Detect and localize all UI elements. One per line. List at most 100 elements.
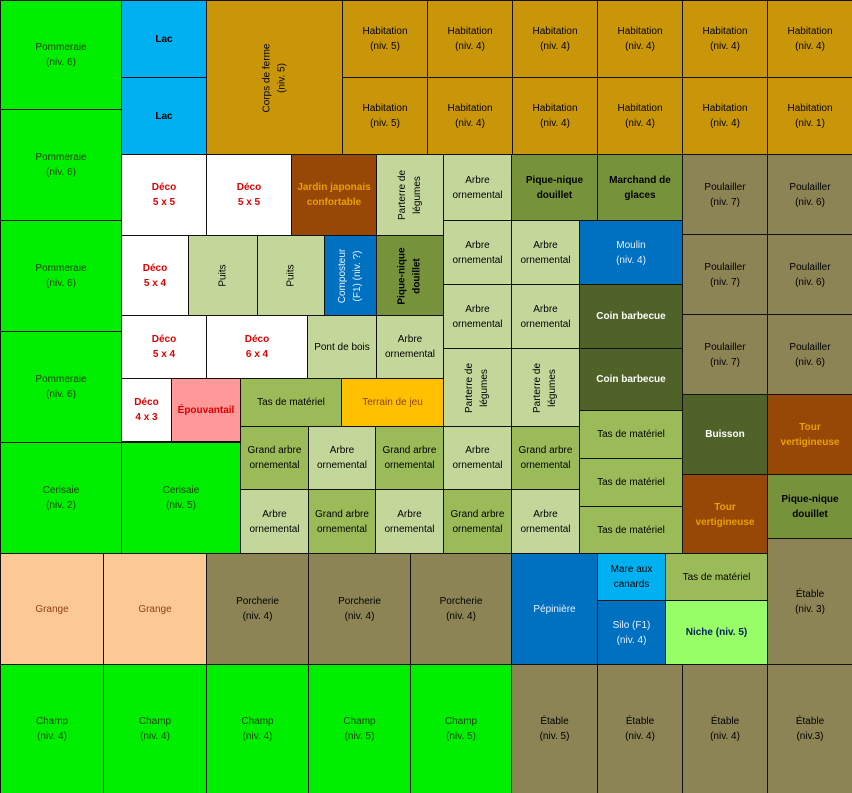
habitation-tile[interactable]: Habitation (niv. 4) <box>427 0 513 78</box>
tas-de-materiel-tile[interactable]: Tas de matériel <box>579 458 683 507</box>
tile-label: Poulailler (niv. 6) <box>789 261 831 288</box>
tas-de-materiel-tile[interactable]: Tas de matériel <box>240 378 342 427</box>
etable-tile[interactable]: Étable (niv. 4) <box>682 664 768 793</box>
jardin-japonais-confortable-tile[interactable]: Jardin japonais confortable <box>291 154 377 236</box>
puits-tile[interactable]: Puits <box>188 235 258 316</box>
champ-tile[interactable]: Champ (niv. 5) <box>308 664 411 793</box>
tile-label: Grand arbre ornemental <box>382 445 437 471</box>
pique-nique-douillet-tile[interactable]: Pique-nique douillet <box>511 154 598 221</box>
pommeraie-tile[interactable]: Pommeraie (niv. 6) <box>0 109 122 221</box>
arbre-ornemental-tile[interactable]: Arbre ornemental <box>511 220 580 285</box>
champ-tile[interactable]: Champ (niv. 5) <box>410 664 512 793</box>
pique-nique-douillet-tile[interactable]: Pique-nique douillet <box>767 474 852 539</box>
deco-5-x-4-tile[interactable]: Déco 5 x 4 <box>121 315 207 379</box>
lac-tile[interactable]: Lac <box>121 77 207 155</box>
tile-label: Composteur (F1) (niv. ?) <box>337 248 364 303</box>
grand-arbre-ornemental-tile[interactable]: Grand arbre ornemental <box>240 426 309 490</box>
deco-4-x-3-tile[interactable]: Déco 4 x 3 <box>121 378 172 442</box>
habitation-tile[interactable]: Habitation (niv. 4) <box>682 0 768 78</box>
tile-label: Habitation (niv. 5) <box>362 26 408 52</box>
grange-tile[interactable]: Grange <box>0 553 104 665</box>
deco-6-x-4-tile[interactable]: Déco 6 x 4 <box>206 315 308 379</box>
marchand-de-glaces-tile[interactable]: Marchand de glaces <box>597 154 683 221</box>
etable-tile[interactable]: Étable (niv. 4) <box>597 664 683 793</box>
grand-arbre-ornemental-tile[interactable]: Grand arbre ornemental <box>443 489 512 554</box>
habitation-tile[interactable]: Habitation (niv. 4) <box>767 0 852 78</box>
habitation-tile[interactable]: Habitation (niv. 4) <box>682 77 768 155</box>
grand-arbre-ornemental-tile[interactable]: Grand arbre ornemental <box>308 489 376 554</box>
grange-tile[interactable]: Grange <box>103 553 207 665</box>
buisson-tile[interactable]: Buisson <box>682 394 768 475</box>
parterre-de-legumes-tile[interactable]: Parterre de légumes <box>511 348 580 427</box>
champ-tile[interactable]: Champ (niv. 4) <box>103 664 207 793</box>
habitation-tile[interactable]: Habitation (niv. 4) <box>427 77 513 155</box>
cerisaie-tile[interactable]: Cerisaie (niv. 5) <box>121 442 241 554</box>
poulailler-tile[interactable]: Poulailler (niv. 7) <box>682 234 768 315</box>
niche-tile[interactable]: Niche (niv. 5) <box>665 600 768 665</box>
deco-5-x-5-tile[interactable]: Déco 5 x 5 <box>206 154 292 236</box>
habitation-tile[interactable]: Habitation (niv. 5) <box>342 77 428 155</box>
mare-aux-canards-tile[interactable]: Mare aux canards <box>597 553 666 601</box>
coin-barbecue-tile[interactable]: Coin barbecue <box>579 284 683 349</box>
etable-tile[interactable]: Étable (niv.3) <box>767 664 852 793</box>
arbre-ornemental-tile[interactable]: Arbre ornemental <box>443 220 512 285</box>
arbre-ornemental-tile[interactable]: Arbre ornemental <box>308 426 376 490</box>
deco-5-x-5-tile[interactable]: Déco 5 x 5 <box>121 154 207 236</box>
tile-label: Pommeraie (niv. 6) <box>35 263 87 289</box>
parterre-de-legumes-tile[interactable]: Parterre de légumes <box>376 154 444 236</box>
etable-tile[interactable]: Étable (niv. 5) <box>511 664 598 793</box>
tour-vertigineuse-tile[interactable]: Tour vertigineuse <box>682 474 768 555</box>
moulin-tile[interactable]: Moulin (niv. 4) <box>579 220 683 285</box>
arbre-ornemental-tile[interactable]: Arbre ornemental <box>240 489 309 554</box>
tas-de-materiel-tile[interactable]: Tas de matériel <box>579 506 683 554</box>
tas-de-materiel-tile[interactable]: Tas de matériel <box>579 410 683 459</box>
arbre-ornemental-tile[interactable]: Arbre ornemental <box>443 154 512 221</box>
arbre-ornemental-tile[interactable]: Arbre ornemental <box>375 489 444 554</box>
habitation-tile[interactable]: Habitation (niv. 5) <box>342 0 428 78</box>
poulailler-tile[interactable]: Poulailler (niv. 7) <box>682 314 768 395</box>
champ-tile[interactable]: Champ (niv. 4) <box>0 664 104 793</box>
grand-arbre-ornemental-tile[interactable]: Grand arbre ornemental <box>511 426 580 490</box>
habitation-tile[interactable]: Habitation (niv. 4) <box>597 0 683 78</box>
porcherie-tile[interactable]: Porcherie (niv. 4) <box>410 553 512 665</box>
arbre-ornemental-tile[interactable]: Arbre ornemental <box>443 284 512 349</box>
tas-de-materiel-tile[interactable]: Tas de matériel <box>665 553 768 601</box>
poulailler-tile[interactable]: Poulailler (niv. 7) <box>682 154 768 235</box>
lac-tile[interactable]: Lac <box>121 0 207 78</box>
arbre-ornemental-tile[interactable]: Arbre ornemental <box>511 489 580 554</box>
parterre-de-legumes-tile[interactable]: Parterre de légumes <box>443 348 512 427</box>
epouvantail-tile[interactable]: Épouvantail <box>171 378 241 442</box>
pommeraie-tile[interactable]: Pommeraie (niv. 6) <box>0 0 122 110</box>
habitation-tile[interactable]: Habitation (niv. 4) <box>512 0 598 78</box>
pepiniere-tile[interactable]: Pépinière <box>511 553 598 665</box>
grand-arbre-ornemental-tile[interactable]: Grand arbre ornemental <box>375 426 444 490</box>
arbre-ornemental-tile[interactable]: Arbre ornemental <box>376 315 444 379</box>
puits-tile[interactable]: Puits <box>257 235 325 316</box>
tile-label: Arbre ornemental <box>452 239 503 266</box>
composteur-tile[interactable]: Composteur (F1) (niv. ?) <box>324 235 377 316</box>
terrain-de-jeu-tile[interactable]: Terrain de jeu <box>341 378 444 427</box>
porcherie-tile[interactable]: Porcherie (niv. 4) <box>206 553 309 665</box>
silo-tile[interactable]: Silo (F1) (niv. 4) <box>597 600 666 665</box>
coin-barbecue-tile[interactable]: Coin barbecue <box>579 348 683 411</box>
cerisaie-tile[interactable]: Cerisaie (niv. 2) <box>0 442 122 554</box>
habitation-tile[interactable]: Habitation (niv. 1) <box>767 77 852 155</box>
porcherie-tile[interactable]: Porcherie (niv. 4) <box>308 553 411 665</box>
habitation-tile[interactable]: Habitation (niv. 4) <box>597 77 683 155</box>
tile-label: Arbre ornemental <box>452 174 503 201</box>
pommeraie-tile[interactable]: Pommeraie (niv. 6) <box>0 331 122 443</box>
arbre-ornemental-tile[interactable]: Arbre ornemental <box>443 426 512 490</box>
poulailler-tile[interactable]: Poulailler (niv. 6) <box>767 154 852 235</box>
deco-5-x-4-tile[interactable]: Déco 5 x 4 <box>121 235 189 316</box>
etable-tile[interactable]: Étable (niv. 3) <box>767 538 852 665</box>
champ-tile[interactable]: Champ (niv. 4) <box>206 664 309 793</box>
habitation-tile[interactable]: Habitation (niv. 4) <box>512 77 598 155</box>
poulailler-tile[interactable]: Poulailler (niv. 6) <box>767 314 852 395</box>
tour-vertigineuse-tile[interactable]: Tour vertigineuse <box>767 394 852 475</box>
pommeraie-tile[interactable]: Pommeraie (niv. 6) <box>0 220 122 332</box>
pont-de-bois-tile[interactable]: Pont de bois <box>307 315 377 379</box>
poulailler-tile[interactable]: Poulailler (niv. 6) <box>767 234 852 315</box>
arbre-ornemental-tile[interactable]: Arbre ornemental <box>511 284 580 349</box>
pique-nique-douillet-tile[interactable]: Pique-nique douillet <box>376 235 444 316</box>
corps-de-ferme-tile[interactable]: Corps de ferme (niv. 5) <box>206 0 343 155</box>
